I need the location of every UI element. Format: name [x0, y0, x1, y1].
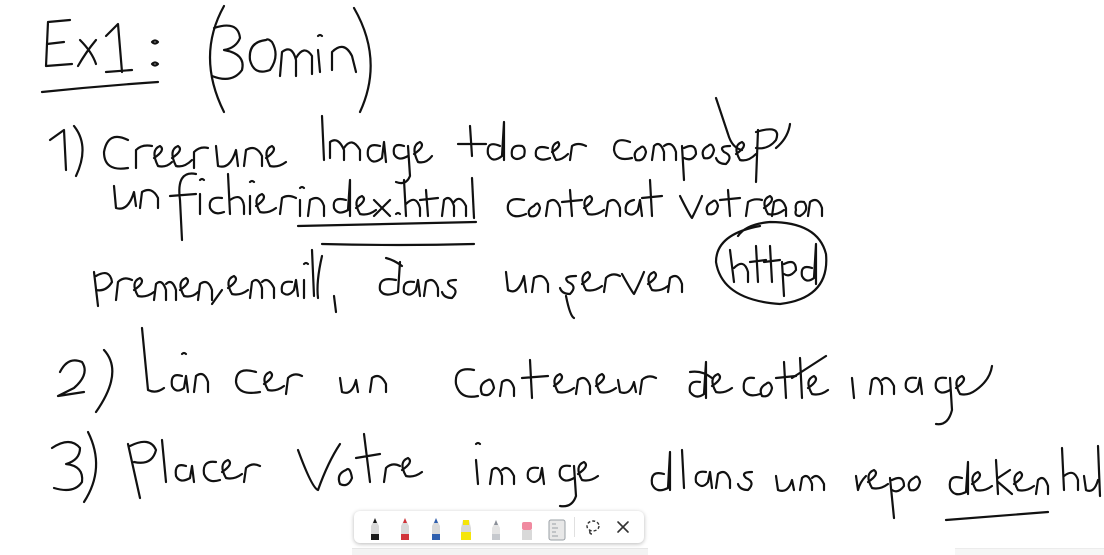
- taskbar-edge-right: [955, 548, 1104, 555]
- close-icon: [617, 521, 629, 533]
- ballpoint-pen-blue-tool[interactable]: [423, 512, 449, 542]
- ruler-icon: [548, 519, 566, 541]
- ink-toolbar: [354, 511, 644, 543]
- pencil-tool[interactable]: [483, 512, 509, 542]
- ink-item1-line1: [48, 96, 792, 185]
- pen-icon: [431, 518, 440, 540]
- pen-icon: [401, 518, 410, 540]
- ink-title: [40, 4, 372, 114]
- ink-item2: [56, 326, 994, 426]
- ruler-tool[interactable]: [544, 512, 570, 542]
- lasso-select-button[interactable]: [580, 512, 606, 542]
- close-toolbar-button[interactable]: [610, 512, 636, 542]
- ballpoint-pen-red-tool[interactable]: [392, 512, 418, 542]
- highlighter-icon: [460, 520, 471, 540]
- lasso-select-icon: [585, 520, 600, 535]
- toolbar-divider: [574, 517, 576, 537]
- taskbar-edge: [352, 548, 648, 555]
- pencil-icon: [492, 520, 501, 540]
- eraser-icon: [521, 522, 532, 540]
- ink-item1-line2: [112, 172, 824, 247]
- eraser-tool[interactable]: [514, 512, 540, 542]
- ink-item1-line3: [92, 220, 828, 320]
- ink-item3: [50, 430, 1102, 522]
- pen-icon: [371, 518, 379, 540]
- highlighter-yellow-tool[interactable]: [453, 512, 479, 542]
- ballpoint-pen-black-tool[interactable]: [362, 512, 388, 542]
